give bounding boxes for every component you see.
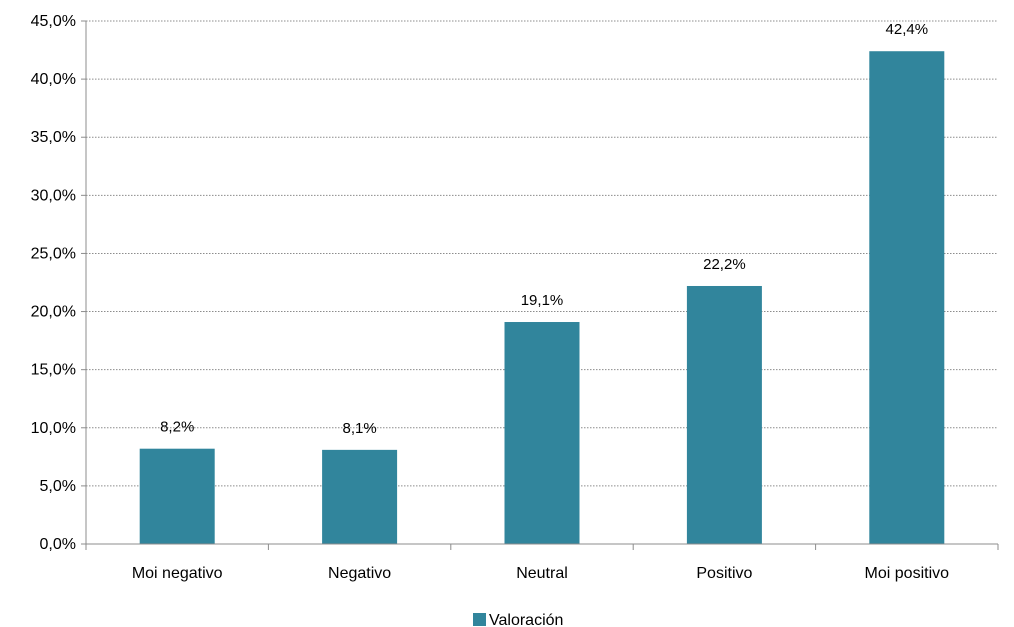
y-tick-label: 5,0% xyxy=(40,478,76,495)
legend-swatch xyxy=(473,613,486,626)
bar xyxy=(504,322,580,544)
bar xyxy=(686,285,762,544)
legend: Valoración xyxy=(473,612,563,627)
y-tick-labels: 0,0% 5,0% 10,0% 15,0% 20,0% 25,0% 30,0% 35,0% 40… xyxy=(31,13,76,553)
y-tick-label: 30,0% xyxy=(31,187,76,204)
y-tick-label: 20,0% xyxy=(31,304,76,321)
y-tick-label: 10,0% xyxy=(31,420,76,437)
x-tick-label: Moi positivo xyxy=(865,565,950,582)
data-label: 8,2% xyxy=(160,419,194,436)
x-tick-label: Neutral xyxy=(516,565,568,582)
y-tick-label: 40,0% xyxy=(31,71,76,88)
y-tick-label: 45,0% xyxy=(31,13,76,30)
y-tick-label: 35,0% xyxy=(31,129,76,146)
data-label: 8,1% xyxy=(342,420,376,437)
data-labels: 8,2% 8,1% 19,1% 22,2% 42,4% xyxy=(160,21,928,437)
bars xyxy=(139,51,945,545)
x-tick-labels: Moi negativo Negativo Neutral Positivo Moi p… xyxy=(132,565,949,582)
x-tick-label: Positivo xyxy=(696,565,752,582)
x-tick-label: Negativo xyxy=(328,565,391,582)
y-tick-label: 25,0% xyxy=(31,245,76,262)
axes xyxy=(81,20,999,550)
bar xyxy=(322,449,398,544)
x-tick-label: Moi negativo xyxy=(132,565,223,582)
y-tick-label: 0,0% xyxy=(40,536,76,553)
data-label: 22,2% xyxy=(703,256,746,273)
legend-label: Valoración xyxy=(489,612,563,627)
y-tick-label: 15,0% xyxy=(31,362,76,379)
data-label: 19,1% xyxy=(521,292,564,309)
bar xyxy=(869,51,945,545)
bar xyxy=(139,448,215,544)
data-label: 42,4% xyxy=(886,21,929,38)
